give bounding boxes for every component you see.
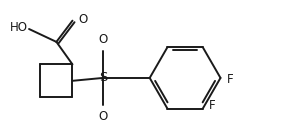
Text: HO: HO [9, 21, 27, 34]
Text: F: F [209, 100, 216, 113]
Text: O: O [78, 12, 87, 26]
Text: F: F [227, 73, 233, 86]
Text: O: O [98, 33, 108, 46]
Text: O: O [98, 110, 108, 123]
Text: S: S [99, 71, 107, 84]
